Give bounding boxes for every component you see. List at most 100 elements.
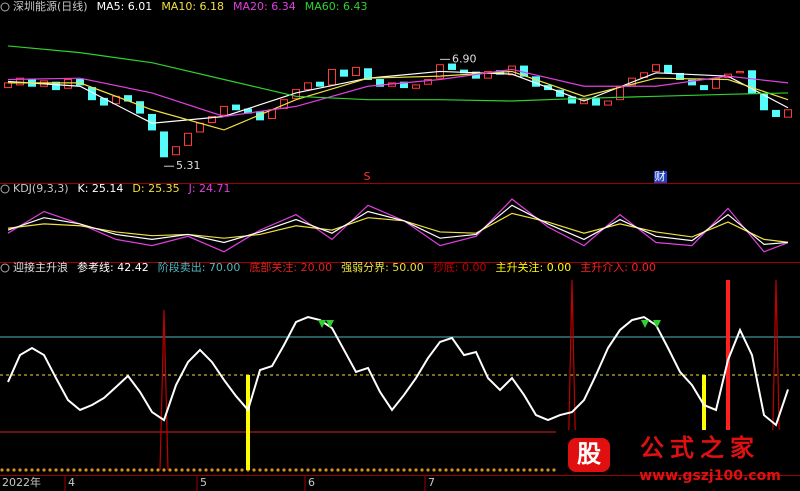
baseline-dot: [486, 468, 490, 472]
baseline-dot: [144, 468, 148, 472]
baseline-dot: [330, 468, 334, 472]
baseline-dot: [390, 468, 394, 472]
baseline-dot: [522, 468, 526, 472]
ma-line: [7, 45, 789, 102]
annotation: 6.90: [452, 52, 477, 65]
ma-line: [8, 70, 789, 131]
baseline-dot: [120, 468, 124, 472]
candle: [184, 132, 192, 146]
baseline-dot: [354, 468, 358, 472]
baseline-dot: [216, 468, 220, 472]
baseline-dot: [552, 468, 556, 472]
candle: [376, 79, 384, 87]
marker: 财: [655, 169, 666, 183]
candle: [772, 109, 780, 117]
candle: [364, 68, 372, 81]
baseline-dot: [180, 468, 184, 472]
x-tick-label: 7: [428, 476, 435, 489]
baseline-dot: [228, 468, 232, 472]
spike: [567, 279, 577, 471]
baseline-dot: [300, 468, 304, 472]
candle: [448, 63, 456, 70]
signal-bar: [726, 280, 730, 431]
spike: [771, 279, 781, 471]
baseline-dot: [30, 468, 34, 472]
baseline-dot: [378, 468, 382, 472]
candle: [172, 146, 180, 156]
baseline-dot: [372, 468, 376, 472]
baseline-dot: [204, 468, 208, 472]
baseline-dot: [168, 468, 172, 472]
baseline-dot: [192, 468, 196, 472]
signal-arrow: [318, 320, 326, 328]
baseline-dot: [426, 468, 430, 472]
baseline-dot: [312, 468, 316, 472]
ma-line: [7, 70, 789, 124]
candle: [304, 82, 312, 91]
candle: [604, 100, 612, 106]
candle: [208, 115, 216, 124]
header-text: 迎接主升浪: [13, 260, 68, 274]
header-text: KDJ(9,3,3): [13, 182, 69, 195]
header-text: 抄底: 0.00: [433, 260, 487, 274]
baseline-dot: [408, 468, 412, 472]
baseline-dot: [534, 468, 538, 472]
indicator-line: [7, 315, 789, 427]
header-text: K: 25.14: [78, 182, 124, 195]
baseline-dot: [210, 468, 214, 472]
baseline-dot: [174, 468, 178, 472]
baseline-dot: [432, 468, 436, 472]
baseline-dot: [252, 468, 256, 472]
baseline-dot: [384, 468, 388, 472]
baseline-dot: [96, 468, 100, 472]
header-text: MA20: 6.34: [233, 0, 296, 13]
candle: [136, 101, 144, 114]
candle: [220, 105, 228, 116]
baseline-dot: [0, 468, 4, 472]
baseline-dot: [198, 468, 202, 472]
signal-arrow: [326, 320, 334, 328]
watermark-url: www.gszj100.com: [639, 468, 781, 484]
ma-line: [7, 68, 789, 118]
header-text: MA5: 6.01: [97, 0, 153, 13]
candle: [664, 64, 672, 74]
baseline-dot: [108, 468, 112, 472]
x-tick-label: 6: [308, 476, 315, 489]
baseline-dot: [336, 468, 340, 472]
baseline-dot: [324, 468, 328, 472]
baseline-dot: [126, 468, 130, 472]
candle: [352, 66, 360, 76]
baseline-dot: [132, 468, 136, 472]
baseline-dot: [90, 468, 94, 472]
baseline-dot: [318, 468, 322, 472]
baseline-dot: [444, 468, 448, 472]
candle: [316, 81, 324, 87]
header-text: 底部关注: 20.00: [249, 260, 332, 274]
baseline-dot: [114, 468, 118, 472]
candle: [592, 98, 600, 106]
baseline-dot: [150, 468, 154, 472]
candle: [400, 81, 408, 89]
baseline-dot: [240, 468, 244, 472]
baseline-dot: [528, 468, 532, 472]
header-text: MA10: 6.18: [161, 0, 224, 13]
baseline-dot: [66, 468, 70, 472]
baseline-dot: [510, 468, 514, 472]
baseline-dot: [102, 468, 106, 472]
header-text: 主升关注: 0.00: [496, 260, 572, 274]
baseline-dot: [270, 468, 274, 472]
candle: [628, 77, 636, 86]
baseline-dot: [276, 468, 280, 472]
candle: [784, 109, 792, 118]
signal-arrow: [653, 320, 661, 328]
header-icon: [0, 2, 10, 12]
baseline-dot: [360, 468, 364, 472]
watermark-name: 公式之家: [640, 434, 760, 462]
baseline-dot: [342, 468, 346, 472]
candle: [160, 131, 168, 158]
baseline-dot: [540, 468, 544, 472]
header-text: D: 25.35: [132, 182, 179, 195]
signal-arrow: [641, 320, 649, 328]
